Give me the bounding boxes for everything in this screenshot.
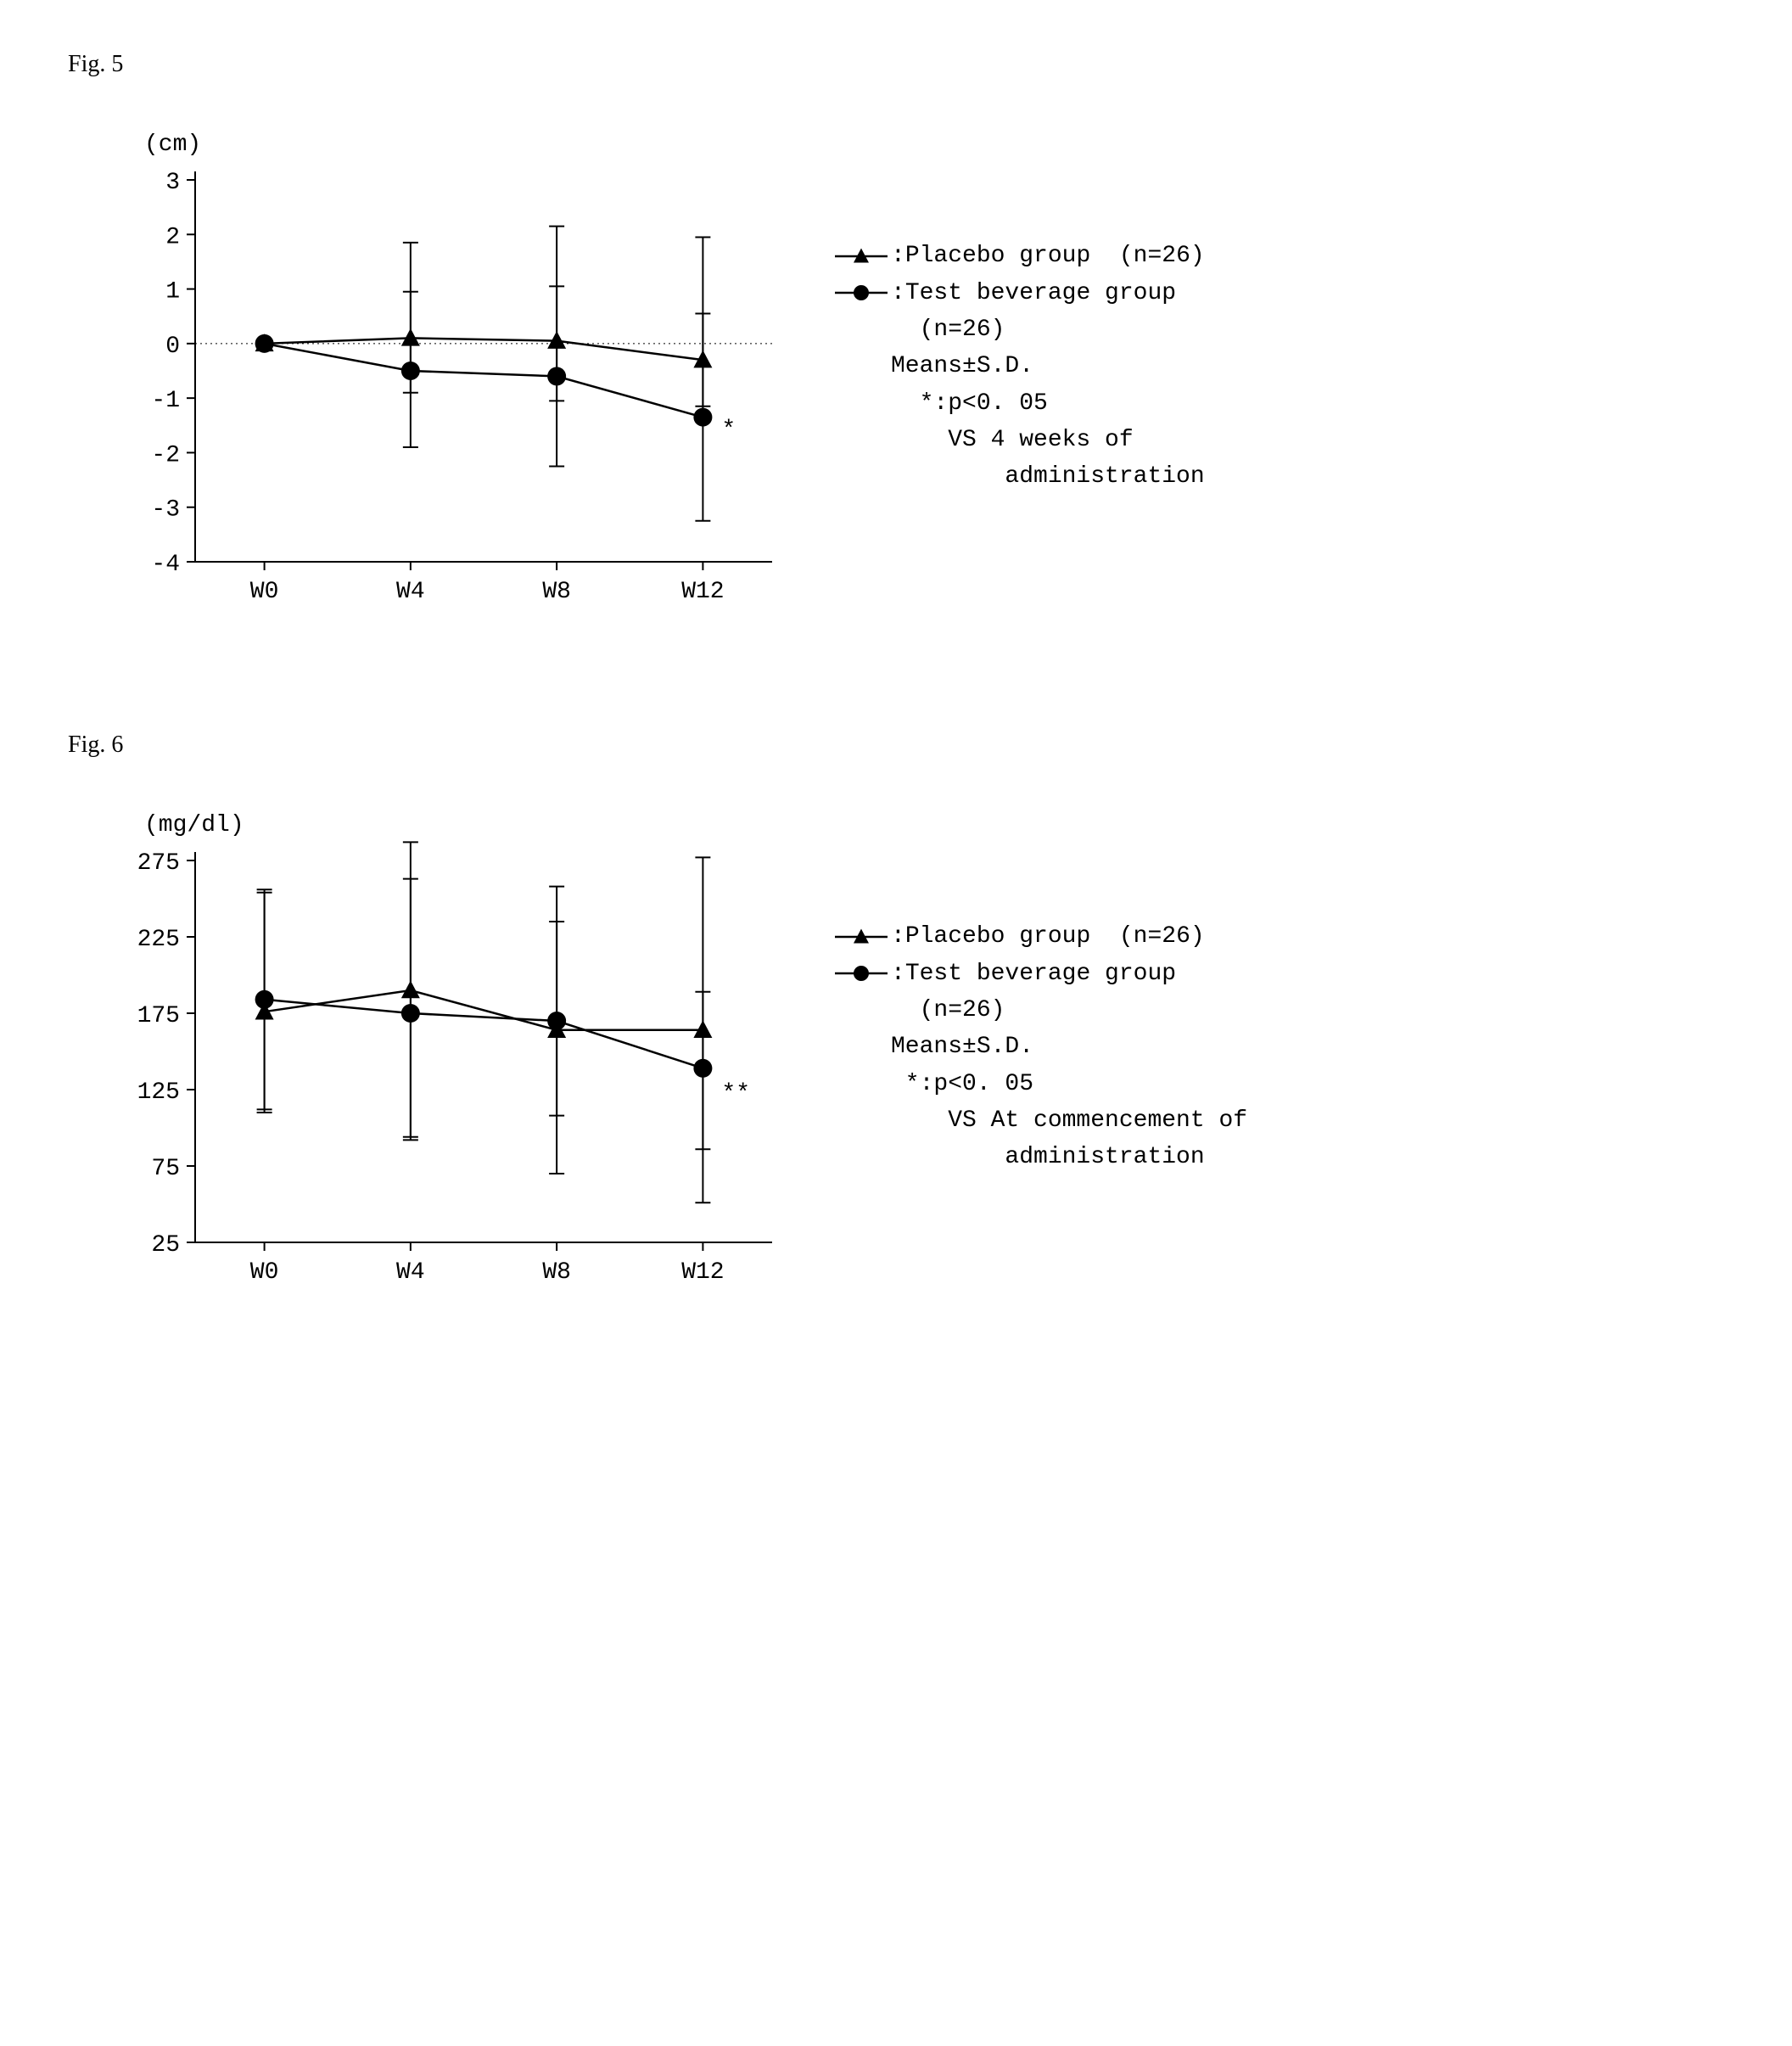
x-tick-label: W12 <box>681 579 724 605</box>
x-tick-label: W8 <box>542 579 571 605</box>
figure-row: (cm)-4-3-2-10123W0W4W8W12*:Placebo group… <box>68 104 1724 630</box>
legend-line: :Placebo group (n=26) <box>832 238 1205 274</box>
series-line <box>265 990 703 1030</box>
legend: :Placebo group (n=26):Test beverage grou… <box>832 238 1205 496</box>
figure-block: Fig. 6 (mg/dl) 25 75 125 175 225 275 W0 W4 W8 W12 **… <box>68 732 1724 1310</box>
marker-triangle <box>401 980 420 998</box>
y-tick-label: 0 <box>165 334 180 360</box>
legend-text: VS At commencement of <box>891 1102 1247 1139</box>
y-unit-label: (mg/dl) <box>144 812 244 838</box>
legend-line: administration <box>832 458 1205 495</box>
marker-circle <box>547 367 566 385</box>
y-tick-label: 3 <box>165 170 180 196</box>
legend-sep: : <box>891 956 905 992</box>
figure-row: (mg/dl)2575125175225275W0W4W8W12**:Place… <box>68 784 1724 1310</box>
legend-sep: : <box>891 918 905 955</box>
series-line <box>265 344 703 418</box>
legend-sep: : <box>891 275 905 311</box>
legend-line: *:p<0. 05 <box>832 1066 1247 1102</box>
legend-sep: : <box>891 238 905 274</box>
legend-line: Means±S.D. <box>832 348 1205 384</box>
figure-block: Fig. 5(cm)-4-3-2-10123W0W4W8W12*:Placebo… <box>68 51 1724 630</box>
y-unit-label: (cm) <box>144 132 201 158</box>
legend-text: Means±S.D. <box>891 1029 1033 1065</box>
legend-line: *:p<0. 05 <box>832 385 1205 422</box>
legend-text: (n=26) <box>891 311 1005 348</box>
legend-line: :Placebo group (n=26) <box>832 918 1247 955</box>
chart-wrap: (mg/dl) 25 75 125 175 225 275 W0 W4 W8 W12 ** <box>68 784 815 1310</box>
legend-text: Test beverage group <box>905 275 1176 311</box>
y-tick-label: 1 <box>165 279 180 305</box>
significance-annotation: * <box>721 418 736 444</box>
legend-marker-circle-icon <box>832 963 891 984</box>
legend-line: (n=26) <box>832 311 1205 348</box>
legend-marker-triangle-icon <box>832 246 891 266</box>
legend-text: administration <box>891 458 1205 495</box>
marker-circle <box>547 1012 566 1030</box>
figure-label: Fig. 5 <box>68 51 1724 78</box>
legend-text: Placebo group (n=26) <box>905 238 1205 274</box>
legend-text: Means±S.D. <box>891 348 1033 384</box>
marker-circle <box>255 990 274 1009</box>
y-tick-label: 175 <box>137 1003 180 1029</box>
legend-text: Placebo group (n=26) <box>905 918 1205 955</box>
marker-circle <box>693 408 712 427</box>
y-tick-label: 125 <box>137 1079 180 1106</box>
x-tick-label: W12 <box>681 1259 724 1286</box>
marker-circle <box>401 1004 420 1023</box>
legend-line: :Test beverage group <box>832 956 1247 992</box>
legend-text: Test beverage group <box>905 956 1176 992</box>
marker-circle <box>255 334 274 353</box>
x-tick-label: W4 <box>396 579 425 605</box>
chart-wrap: (cm) -4 -3 -2 -1 0 1 2 3 W0 W4 W8 W12 * <box>68 104 815 630</box>
marker-triangle <box>401 328 420 346</box>
y-tick-label: -3 <box>151 497 180 524</box>
x-tick-label: W8 <box>542 1259 571 1286</box>
legend-text: *:p<0. 05 <box>891 385 1048 422</box>
significance-annotation: ** <box>721 1080 750 1107</box>
y-tick-label: -1 <box>151 388 180 414</box>
y-tick-label: 25 <box>151 1232 180 1258</box>
y-tick-label: -2 <box>151 442 180 468</box>
y-tick-label: -4 <box>151 552 180 578</box>
legend-text: VS 4 weeks of <box>891 422 1134 458</box>
x-tick-label: W0 <box>250 579 279 605</box>
x-tick-label: W0 <box>250 1259 279 1286</box>
y-tick-label: 75 <box>151 1156 180 1182</box>
legend-text: administration <box>891 1139 1205 1175</box>
y-tick-label: 275 <box>137 850 180 877</box>
legend-text: (n=26) <box>891 992 1005 1029</box>
legend-line: (n=26) <box>832 992 1247 1029</box>
y-tick-label: 2 <box>165 224 180 250</box>
legend-line: administration <box>832 1139 1247 1175</box>
legend-line: VS At commencement of <box>832 1102 1247 1139</box>
legend-text: *:p<0. 05 <box>891 1066 1033 1102</box>
legend-line: Means±S.D. <box>832 1029 1247 1065</box>
legend-marker-triangle-icon <box>832 927 891 947</box>
legend-marker-circle-icon <box>832 283 891 303</box>
chart-svg: (mg/dl) 25 75 125 175 225 275 W0 W4 W8 W12 ** <box>68 784 815 1310</box>
y-tick-label: 225 <box>137 927 180 953</box>
marker-circle <box>693 1059 712 1078</box>
legend: :Placebo group (n=26):Test beverage grou… <box>832 918 1247 1176</box>
legend-line: :Test beverage group <box>832 275 1205 311</box>
chart-svg: (cm) -4 -3 -2 -1 0 1 2 3 W0 W4 W8 W12 * <box>68 104 815 630</box>
figure-label: Fig. 6 <box>68 732 1724 759</box>
legend-line: VS 4 weeks of <box>832 422 1205 458</box>
x-tick-label: W4 <box>396 1259 425 1286</box>
marker-circle <box>401 362 420 380</box>
